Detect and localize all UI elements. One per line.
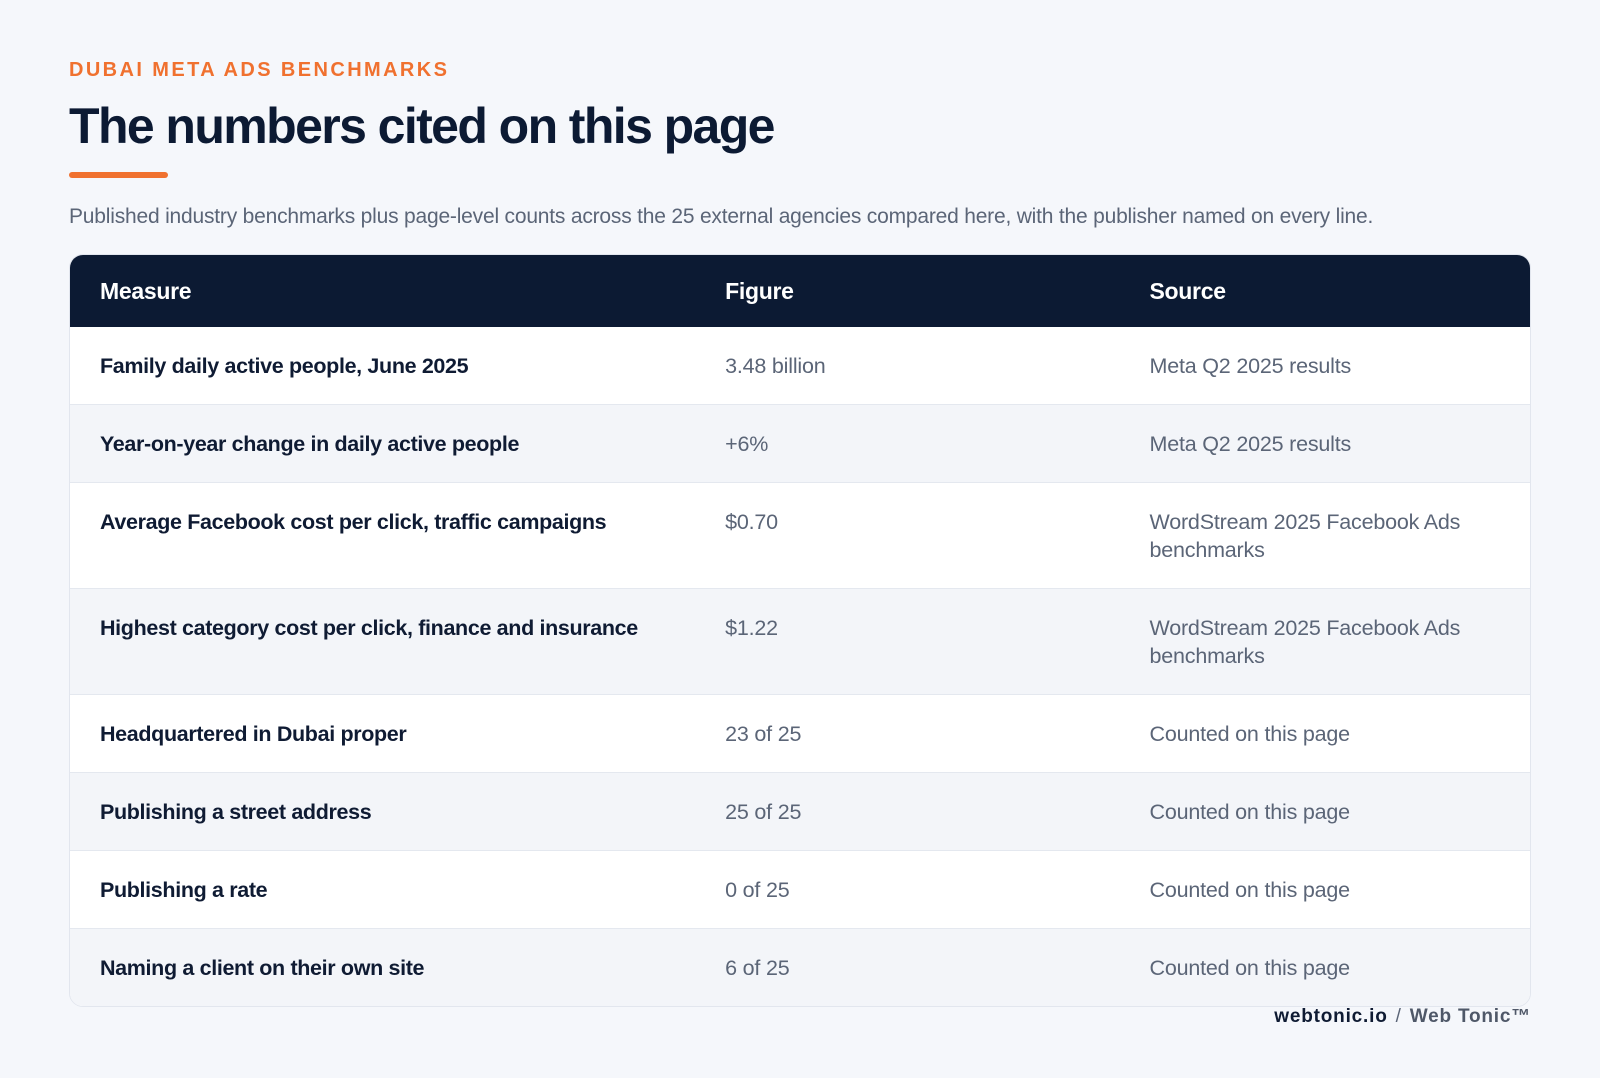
measure-cell: Family daily active people, June 2025 [100, 354, 469, 378]
footer-separator: / [1395, 1006, 1402, 1027]
table-body: Family daily active people, June 2025 3.… [70, 327, 1530, 1006]
page-title: The numbers cited on this page [69, 98, 775, 154]
column-header-source: Source [1149, 277, 1226, 304]
source-cell: Meta Q2 2025 results [1149, 432, 1352, 456]
measure-cell: Publishing a rate [100, 878, 268, 902]
source-cell: Counted on this page [1149, 800, 1351, 824]
footer-brand: Web Tonic™ [1409, 1006, 1531, 1027]
source-cell: Meta Q2 2025 results [1149, 354, 1352, 378]
figure-cell: 25 of 25 [725, 800, 802, 824]
source-cell: WordStream 2025 Facebook Ads benchmarks [1149, 616, 1461, 668]
footer-domain-link[interactable]: webtonic.io [1274, 1006, 1388, 1027]
table-row: Publishing a rate 0 of 25 Counted on thi… [70, 850, 1530, 928]
eyebrow-label: DUBAI META ADS BENCHMARKS [69, 59, 450, 81]
figure-cell: +6% [725, 432, 769, 456]
table-row: Average Facebook cost per click, traffic… [70, 482, 1530, 588]
table-row: Headquartered in Dubai proper 23 of 25 C… [70, 694, 1530, 772]
figure-cell: $0.70 [725, 510, 778, 534]
table-row: Naming a client on their own site 6 of 2… [70, 928, 1530, 1006]
measure-cell: Highest category cost per click, finance… [100, 616, 638, 640]
title-accent-bar [69, 172, 168, 178]
table-row: Publishing a street address 25 of 25 Cou… [70, 772, 1530, 850]
figure-cell: 3.48 billion [725, 354, 826, 378]
source-cell: Counted on this page [1149, 722, 1351, 746]
measure-cell: Naming a client on their own site [100, 956, 425, 980]
source-cell: Counted on this page [1149, 878, 1351, 902]
figure-cell: 0 of 25 [725, 878, 790, 902]
table-row: Family daily active people, June 2025 3.… [70, 327, 1530, 404]
column-header-measure: Measure [100, 277, 192, 304]
figure-cell: 23 of 25 [725, 722, 802, 746]
figure-cell: $1.22 [725, 616, 778, 640]
source-cell: WordStream 2025 Facebook Ads benchmarks [1149, 510, 1461, 562]
benchmarks-table: Measure Figure Source Family daily activ… [69, 254, 1531, 1007]
column-header-figure: Figure [725, 277, 794, 304]
figure-cell: 6 of 25 [725, 956, 790, 980]
table-row: Year-on-year change in daily active peop… [70, 404, 1530, 482]
table-header-row: Measure Figure Source [70, 255, 1530, 327]
measure-cell: Average Facebook cost per click, traffic… [100, 510, 607, 534]
source-cell: Counted on this page [1149, 956, 1351, 980]
page-subtitle: Published industry benchmarks plus page-… [69, 205, 1374, 228]
measure-cell: Publishing a street address [100, 800, 372, 824]
measure-cell: Headquartered in Dubai proper [100, 722, 407, 746]
measure-cell: Year-on-year change in daily active peop… [100, 432, 520, 456]
table-row: Highest category cost per click, finance… [70, 588, 1530, 694]
footer-credit: webtonic.io / Web Tonic™ [1274, 1006, 1531, 1028]
